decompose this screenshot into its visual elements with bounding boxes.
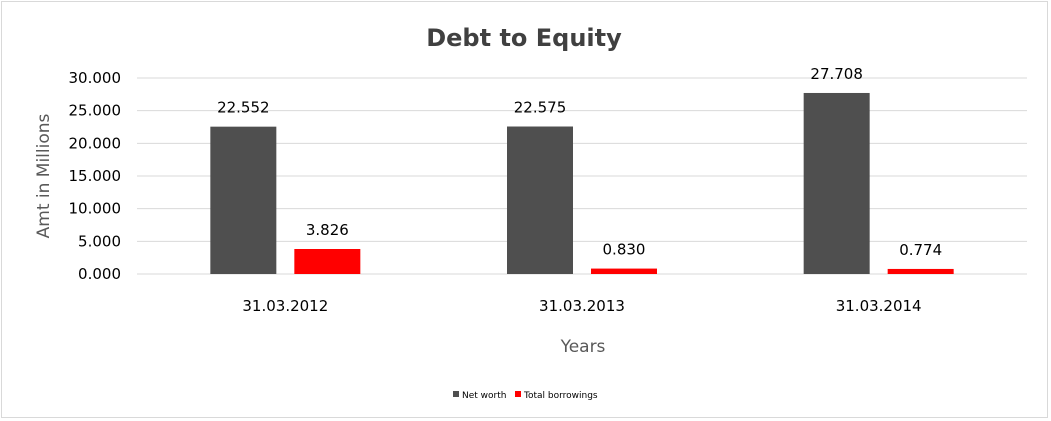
y-tick-label: 0.000 [78, 265, 121, 283]
y-tick-label: 30.000 [69, 69, 122, 87]
bar-total-borrowings [294, 249, 361, 274]
data-label: 27.708 [810, 65, 863, 83]
y-axis-ticks: 0.000 5.000 10.000 15.000 20.000 25.000 30.000 [69, 69, 122, 283]
data-label: 3.826 [306, 221, 349, 239]
y-tick-label: 20.000 [69, 134, 122, 152]
gridlines [137, 77, 1027, 275]
x-axis-categories: 31.03.2012 31.03.2013 31.03.2014 [242, 297, 921, 315]
bars [210, 92, 954, 275]
x-category-label: 31.03.2012 [242, 297, 328, 315]
bar-total-borrowings [887, 268, 954, 274]
legend-label: Net worth [462, 391, 506, 401]
bar-net-worth [210, 126, 277, 274]
legend-swatch [515, 391, 521, 397]
bar-net-worth [507, 126, 573, 274]
y-tick-label: 15.000 [69, 167, 122, 185]
x-axis-title: Years [560, 337, 606, 357]
data-label: 22.575 [514, 99, 567, 117]
data-label: 22.552 [217, 99, 270, 117]
chart-title: Debt to Equity [426, 24, 622, 52]
y-tick-label: 25.000 [69, 102, 122, 120]
y-axis-title: Amt in Millions [34, 113, 54, 238]
legend-swatch [453, 391, 459, 397]
y-tick-label: 10.000 [69, 200, 122, 218]
data-label: 0.774 [899, 241, 942, 259]
data-labels: 22.552 3.826 22.575 0.830 27.708 0.774 [217, 65, 942, 259]
x-category-label: 31.03.2013 [539, 297, 625, 315]
bar-total-borrowings [591, 268, 657, 274]
legend-label: Total borrowings [523, 391, 598, 401]
y-tick-label: 5.000 [78, 232, 121, 250]
legend: Net worth Total borrowings [453, 391, 598, 401]
bar-net-worth [803, 92, 870, 275]
data-label: 0.830 [603, 241, 646, 259]
x-category-label: 31.03.2014 [836, 297, 922, 315]
